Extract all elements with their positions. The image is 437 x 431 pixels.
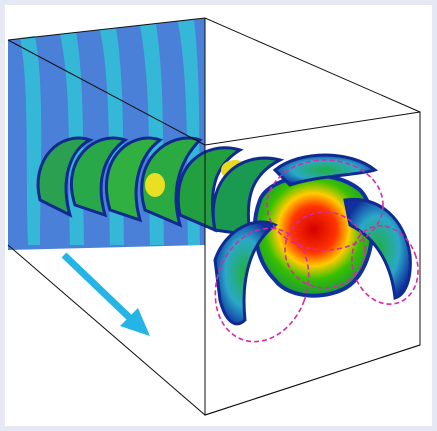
cross-section: [255, 176, 372, 296]
page: [0, 0, 437, 431]
visualization: [0, 0, 437, 431]
